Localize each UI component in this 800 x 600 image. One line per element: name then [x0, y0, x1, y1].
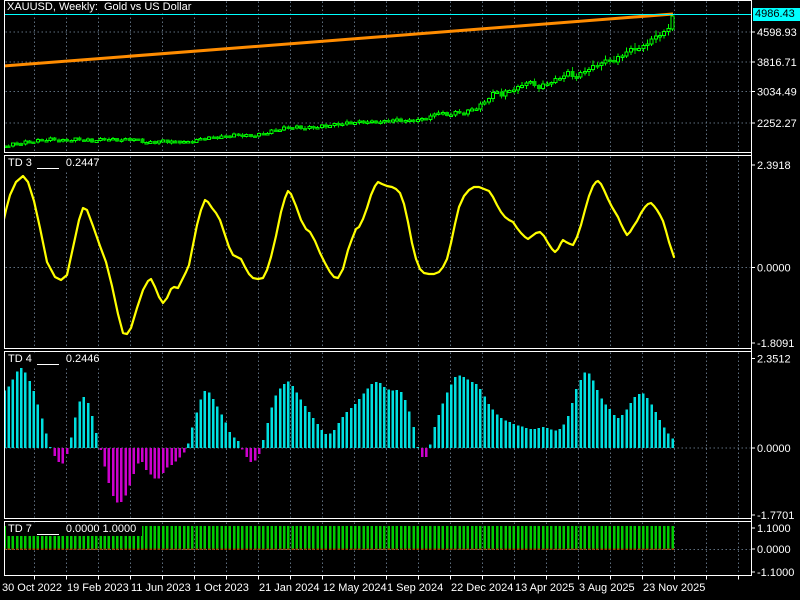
trendline[interactable] — [4, 12, 674, 68]
td7-name: TD 7 — [8, 523, 32, 535]
svg-text:19 Feb 2023: 19 Feb 2023 — [67, 582, 129, 594]
svg-text:0.0000: 0.0000 — [757, 544, 791, 556]
svg-text:30 Oct 2022: 30 Oct 2022 — [2, 582, 62, 594]
svg-text:0.0000: 0.0000 — [757, 443, 791, 455]
svg-text:23 Nov 2025: 23 Nov 2025 — [643, 582, 705, 594]
svg-text:2.3512: 2.3512 — [757, 354, 791, 366]
td3-line — [5, 174, 676, 336]
svg-text:3 Aug 2025: 3 Aug 2025 — [579, 582, 635, 594]
svg-text:1 Sep 2024: 1 Sep 2024 — [387, 582, 443, 594]
td3-value: 0.2447 — [65, 157, 100, 169]
candles-series — [5, 14, 675, 149]
td4-pane — [5, 367, 674, 503]
svg-text:0.0000: 0.0000 — [757, 263, 791, 275]
time-axis-labels: 30 Oct 2022 19 Feb 2023 11 Jun 2023 1 Oct 2… — [2, 582, 705, 594]
td3-line-sample-icon — [36, 159, 59, 169]
svg-text:1.1000: 1.1000 — [757, 523, 791, 535]
svg-text:13 Apr 2025: 13 Apr 2025 — [515, 582, 574, 594]
td7-value: 0.0000 1.0000 — [65, 523, 137, 535]
svg-text:2252.27: 2252.27 — [757, 118, 797, 130]
td3-pane — [5, 174, 676, 336]
svg-text:12 May 2024: 12 May 2024 — [323, 582, 387, 594]
td7-line-sample-icon — [36, 525, 59, 535]
td4-line-sample-icon — [36, 355, 59, 365]
pane-borders — [4, 0, 752, 576]
td4-value: 0.2446 — [65, 353, 100, 365]
svg-text:-1.7701: -1.7701 — [757, 510, 794, 522]
price-axis-labels: 4598.93 3816.71 3034.49 2252.27 2.3918 0.0000… — [751, 27, 797, 579]
svg-text:4598.93: 4598.93 — [757, 27, 797, 39]
time-axis-ticks — [34, 576, 739, 580]
svg-text:-1.1000: -1.1000 — [757, 567, 794, 579]
td4-indicator-header: TD 4 0.2446 — [6, 353, 106, 366]
td3-name: TD 3 — [8, 157, 32, 169]
svg-text:22 Dec 2024: 22 Dec 2024 — [451, 582, 513, 594]
chart-title: XAUUSD, Weekly: Gold vs US Dollar — [7, 1, 198, 13]
svg-text:21 Jan 2024: 21 Jan 2024 — [259, 582, 320, 594]
td7-indicator-header: TD 7 0.0000 1.0000 — [6, 523, 143, 536]
price-pane — [4, 12, 751, 149]
td3-indicator-header: TD 3 0.2447 — [6, 157, 106, 170]
svg-text:3816.71: 3816.71 — [757, 57, 797, 69]
svg-text:11 Jun 2023: 11 Jun 2023 — [131, 582, 191, 594]
td7-pane — [5, 526, 674, 550]
current-price-tag: 4986.43 — [753, 8, 800, 21]
svg-text:3034.49: 3034.49 — [757, 87, 797, 99]
td4-name: TD 4 — [8, 353, 32, 365]
svg-text:1 Oct 2023: 1 Oct 2023 — [195, 582, 249, 594]
svg-text:2.3918: 2.3918 — [757, 160, 791, 172]
svg-text:-1.8091: -1.8091 — [757, 338, 794, 350]
